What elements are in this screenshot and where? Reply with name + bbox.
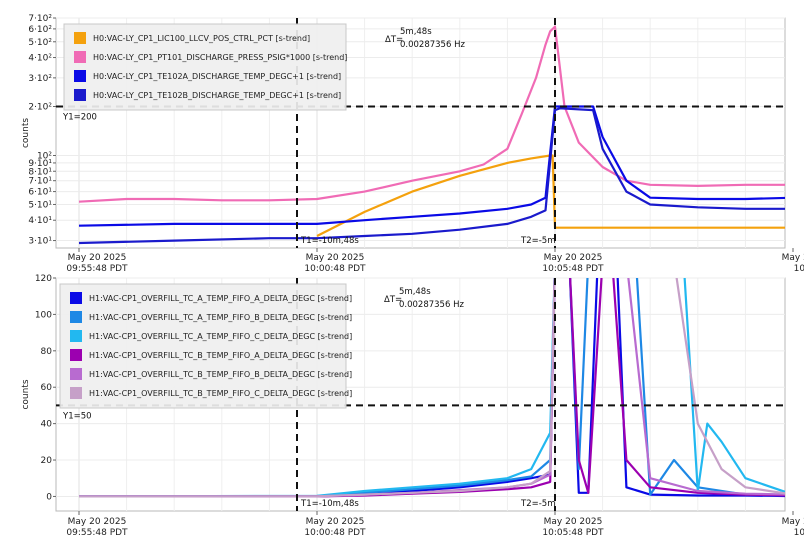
y-tick-label: 6·10¹ <box>28 188 52 198</box>
cursor-y1-label: Y1=50 <box>62 411 92 421</box>
delta-label: ΔT= <box>384 295 402 305</box>
legend-swatch <box>70 349 82 361</box>
legend-box-1 <box>59 283 347 409</box>
y-tick-label: 80 <box>41 347 53 357</box>
y-tick-label: 9·10¹ <box>28 159 52 169</box>
series-line-1-2 <box>78 278 785 498</box>
series-line-0-0 <box>316 154 785 237</box>
legend-entry-label: H0:VAC-LY_CP1_LIC100_LLCV_POS_CTRL_PCT [… <box>93 34 310 43</box>
cursor-t1-label: T1=-10m,48s <box>300 236 359 246</box>
series-line-0-3 <box>78 107 785 245</box>
y-axis-label: counts <box>21 379 31 409</box>
x-tick-label: May 20 2025 <box>68 253 127 263</box>
x-tick-label: May 20 2025 <box>68 517 127 527</box>
x-tick-label: May 20 2025 <box>544 253 603 263</box>
legend-swatch <box>70 387 82 399</box>
x-tick-sublabel: 09:55:48 PDT <box>66 528 128 538</box>
y-tick-label: 100 <box>35 310 52 320</box>
y-tick-label: 10² <box>37 151 52 161</box>
series-line-1-5 <box>78 278 785 498</box>
x-tick-sublabel: 10:05:48 PDT <box>542 528 604 538</box>
legend-swatch <box>70 330 82 342</box>
cursor-t1-label: T1=-10m,48s <box>300 499 359 509</box>
legend-swatch <box>74 32 86 44</box>
y-tick-label: 7·10² <box>28 14 52 24</box>
series-line-0-1 <box>78 25 785 203</box>
cursor-t2-label: T2=-5m <box>520 499 555 509</box>
x-tick-sublabel: 10:10:4 <box>794 528 804 538</box>
y-tick-label: 5·10² <box>28 38 52 48</box>
legend-entry-label: H0:VAC-LY_CP1_TE102B_DISCHARGE_TEMP_DEGC… <box>93 91 341 100</box>
y-axis-label: counts <box>21 118 31 148</box>
y-tick-label: 6·10² <box>28 25 52 35</box>
cursor-t2-label: T2=-5m <box>520 236 555 246</box>
y-tick-label: 20 <box>41 456 53 466</box>
series-line-0-2 <box>78 105 785 227</box>
y-tick-label: 3·10² <box>28 74 52 84</box>
x-tick-sublabel: 09:55:48 PDT <box>66 264 128 274</box>
delta-label: ΔT= <box>385 35 403 45</box>
y-tick-label: 4·10² <box>28 54 52 64</box>
series-line-1-0 <box>79 278 785 498</box>
legend-swatch <box>74 51 86 63</box>
x-tick-sublabel: 10:00:48 PDT <box>304 264 366 274</box>
x-tick-sublabel: 10:00:48 PDT <box>304 528 366 538</box>
delta-time: 5m,48s <box>399 287 431 297</box>
legend-swatch <box>70 311 82 323</box>
x-tick-label: May 20 2025 <box>782 253 804 263</box>
y-tick-label: 8·10¹ <box>28 167 52 177</box>
legend-box-0 <box>63 23 347 111</box>
legend-swatch <box>70 368 82 380</box>
x-tick-sublabel: 10:05:48 PDT <box>542 264 604 274</box>
legend-entry-label: H1:VAC-CP1_OVERFILL_TC_B_TEMP_FIFO_A_DEL… <box>89 351 352 360</box>
legend-swatch <box>74 89 86 101</box>
y-tick-label: 3·10¹ <box>28 237 52 247</box>
y-tick-label: 4·10¹ <box>28 216 52 226</box>
y-tick-label: 2·10² <box>28 103 52 113</box>
delta-frequency: 0.00287356 Hz <box>399 300 464 310</box>
y-tick-label: 5·10¹ <box>28 200 52 210</box>
legend-entry-label: H1:VAC-CP1_OVERFILL_TC_A_TEMP_FIFO_B_DEL… <box>89 313 352 322</box>
delta-time: 5m,48s <box>400 27 432 37</box>
x-tick-label: May 20 2025 <box>782 517 804 527</box>
y-tick-label: 0 <box>46 492 52 502</box>
legend-entry-label: H0:VAC-LY_CP1_TE102A_DISCHARGE_TEMP_DEGC… <box>93 72 341 81</box>
legend-swatch <box>74 70 86 82</box>
legend-entry-label: H1:VAC-CP1_OVERFILL_TC_B_TEMP_FIFO_C_DEL… <box>89 389 352 398</box>
y-tick-label: 60 <box>41 383 53 393</box>
legend-entry-label: H0:VAC-LY_CP1_PT101_DISCHARGE_PRESS_PSIG… <box>93 53 347 62</box>
x-tick-label: May 20 2025 <box>306 253 365 263</box>
cursor-y1-label: Y1=200 <box>62 113 97 123</box>
legend-entry-label: H1:VAC-CP1_OVERFILL_TC_B_TEMP_FIFO_B_DEL… <box>89 370 352 379</box>
y-tick-label: 7·10¹ <box>28 177 52 187</box>
y-tick-label: 40 <box>41 420 53 430</box>
y-tick-label: 120 <box>35 274 52 284</box>
legend-entry-label: H1:VAC-CP1_OVERFILL_TC_A_TEMP_FIFO_A_DEL… <box>89 294 352 303</box>
x-tick-label: May 20 2025 <box>544 517 603 527</box>
legend-entry-label: H1:VAC-CP1_OVERFILL_TC_A_TEMP_FIFO_C_DEL… <box>89 332 352 341</box>
x-tick-sublabel: 10:10:4 <box>794 264 804 274</box>
delta-frequency: 0.00287356 Hz <box>400 40 465 50</box>
x-tick-label: May 20 2025 <box>306 517 365 527</box>
legend-swatch <box>70 292 82 304</box>
